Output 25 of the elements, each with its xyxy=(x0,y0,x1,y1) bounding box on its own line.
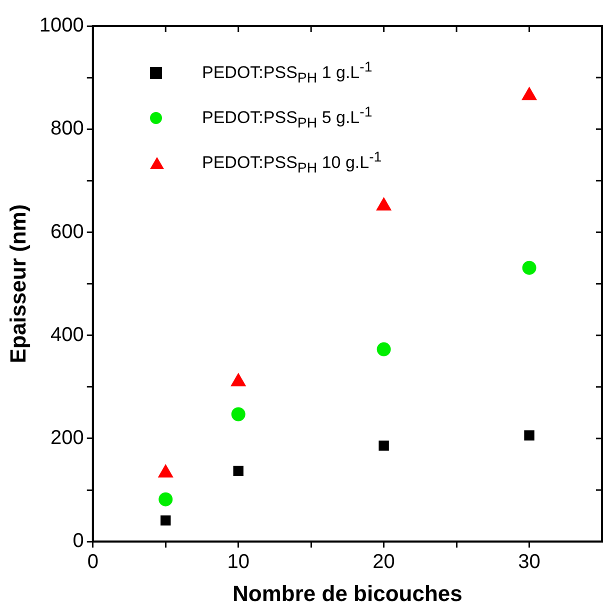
y-tick-label: 200 xyxy=(50,426,84,449)
point xyxy=(522,87,537,100)
point xyxy=(522,260,536,275)
legend-label: PEDOT:PSS$_{PH}$ 1 g.L$^{-1}$ xyxy=(202,59,372,86)
y-tick-label: 400 xyxy=(50,324,84,346)
x-tick-label: 0 xyxy=(87,551,98,574)
point xyxy=(378,440,389,451)
x-tick-label: 30 xyxy=(518,551,540,574)
x-tick-label: 10 xyxy=(227,551,250,574)
y-tick-label: 600 xyxy=(50,220,84,243)
y-tick-label: 1000 xyxy=(39,14,84,37)
legend-label: PEDOT:PSS$_{PH}$ 5 g.L$^{-1}$ xyxy=(202,104,372,132)
y-tick-label: 0 xyxy=(72,530,84,552)
point xyxy=(160,515,171,526)
point xyxy=(376,342,391,356)
point xyxy=(233,466,244,476)
legend-label: PEDOT:PSS$_{PH}$ 10 g.L$^{-1}$ xyxy=(202,149,382,176)
y-axis-title: Epaisseur (nm) xyxy=(5,204,30,364)
point xyxy=(524,430,534,440)
point xyxy=(376,197,392,210)
point xyxy=(158,492,173,506)
y-tick-label: 800 xyxy=(50,118,84,140)
point xyxy=(231,407,246,422)
x-axis-title: Nombre de bicouches xyxy=(232,580,462,606)
x-tick-label: 20 xyxy=(372,551,395,574)
